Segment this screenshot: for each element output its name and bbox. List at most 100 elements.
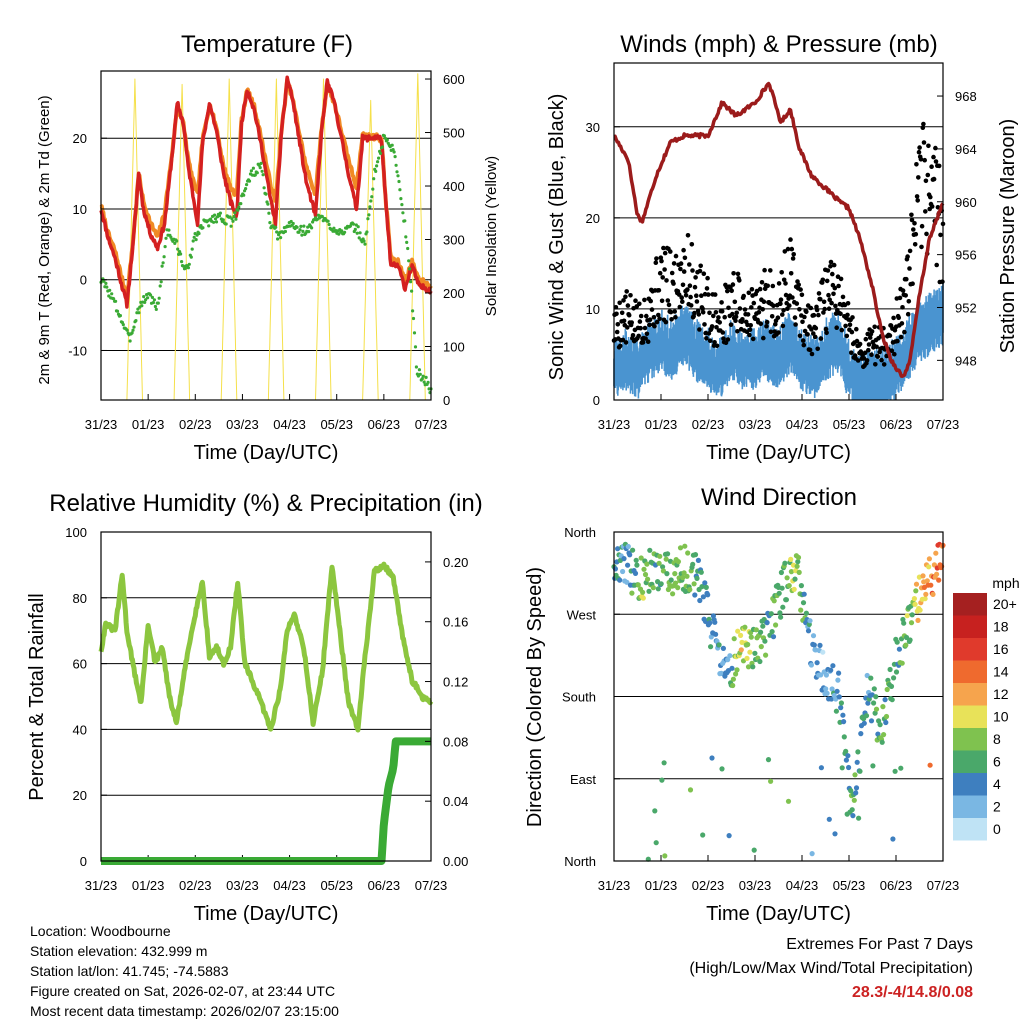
dewpoint-point [417,368,421,372]
dewpoint-point [274,225,278,229]
direction-point [780,604,786,610]
y-tick-label-right: 0.00 [443,854,468,869]
gust-point [637,301,642,307]
gust-point [938,232,943,238]
gust-point [897,295,903,301]
direction-point [785,798,792,804]
direction-point [899,660,905,666]
dewpoint-point [262,186,266,190]
gust-point [840,294,846,300]
gust-point [824,330,829,336]
direction-point [933,550,939,556]
direction-point [841,719,847,725]
dewpoint-point [369,199,373,203]
direction-point [911,596,918,602]
dewpoint-point [163,245,167,249]
direction-point [828,696,835,702]
direction-point [708,634,714,640]
direction-point [776,590,782,596]
direction-point [928,582,934,588]
dewpoint-point [401,211,405,215]
gust-point [799,292,805,298]
direction-point [833,708,840,714]
direction-point [809,851,815,857]
y-tick-label: 60 [73,657,87,672]
gust-point [663,319,669,325]
direction-point [726,833,732,839]
gust-point [716,315,721,320]
direction-point [703,584,709,591]
y-axis-label-left-3: Percent & Total Rainfall [26,593,48,801]
gust-point [704,286,710,291]
gust-point [678,261,684,266]
dewpoint-point [358,231,362,235]
dewpoint-point [180,260,184,264]
direction-point [635,582,641,588]
dewpoint-point [365,230,369,234]
y-tick-label-right: 600 [443,72,465,87]
direction-point [841,734,847,740]
dewpoint-point [105,285,109,289]
dewpoint-point [161,261,165,265]
direction-point [695,557,702,564]
gust-point [626,312,632,318]
dewpoint-point [134,319,138,323]
gust-point [696,312,702,317]
direction-point [677,545,684,551]
dewpoint-point [162,255,166,259]
dewpoint-point [279,236,283,240]
gust-point [911,227,916,232]
dewpoint-point [370,195,374,199]
direction-point [718,670,724,677]
gust-point [821,299,827,305]
direction-point [904,613,910,619]
dewpoint-point [418,372,422,376]
dewpoint-point [320,214,324,219]
gust-point [816,312,821,318]
dewpoint-point [422,380,426,384]
direction-point [729,665,735,671]
y-tick-label: 10 [73,202,87,217]
gust-point [690,268,695,273]
gust-point [685,233,691,238]
direction-point [742,624,748,630]
gust-point [680,282,686,288]
direction-point [730,682,736,689]
dewpoint-point [136,307,140,311]
direction-point [808,662,815,668]
direction-point [840,712,846,718]
direction-point [915,617,921,624]
dewpoint-point [380,145,385,149]
gust-point [660,275,665,280]
dewpoint-point [140,304,144,308]
gust-point [712,340,717,345]
gust-point [909,212,914,218]
direction-point [655,586,661,592]
gust-point [881,362,887,367]
gust-point [788,271,794,276]
gust-point [899,321,905,326]
dewpoint-point [426,380,430,384]
dewpoint-point [385,138,389,142]
gust-point [849,329,855,335]
gust-point [694,299,700,304]
dewpoint-point [156,301,160,305]
legend-swatch [953,750,987,773]
legend-swatch [953,728,987,751]
gust-point [698,263,703,269]
dewpoint-point [406,246,410,251]
gust-point [900,305,905,310]
gust-point [793,322,798,327]
gust-point [728,322,734,328]
y-tick-label-right: 964 [955,142,977,157]
gust-point [914,194,920,199]
gust-point [866,342,872,347]
direction-point [661,760,667,766]
gust-point [792,315,798,320]
y-tick-label-right: 0.16 [443,615,468,630]
direction-point [752,650,758,656]
gust-point [905,254,910,259]
gust-point [699,293,704,299]
gust-point [746,290,752,296]
direction-point [735,628,741,634]
